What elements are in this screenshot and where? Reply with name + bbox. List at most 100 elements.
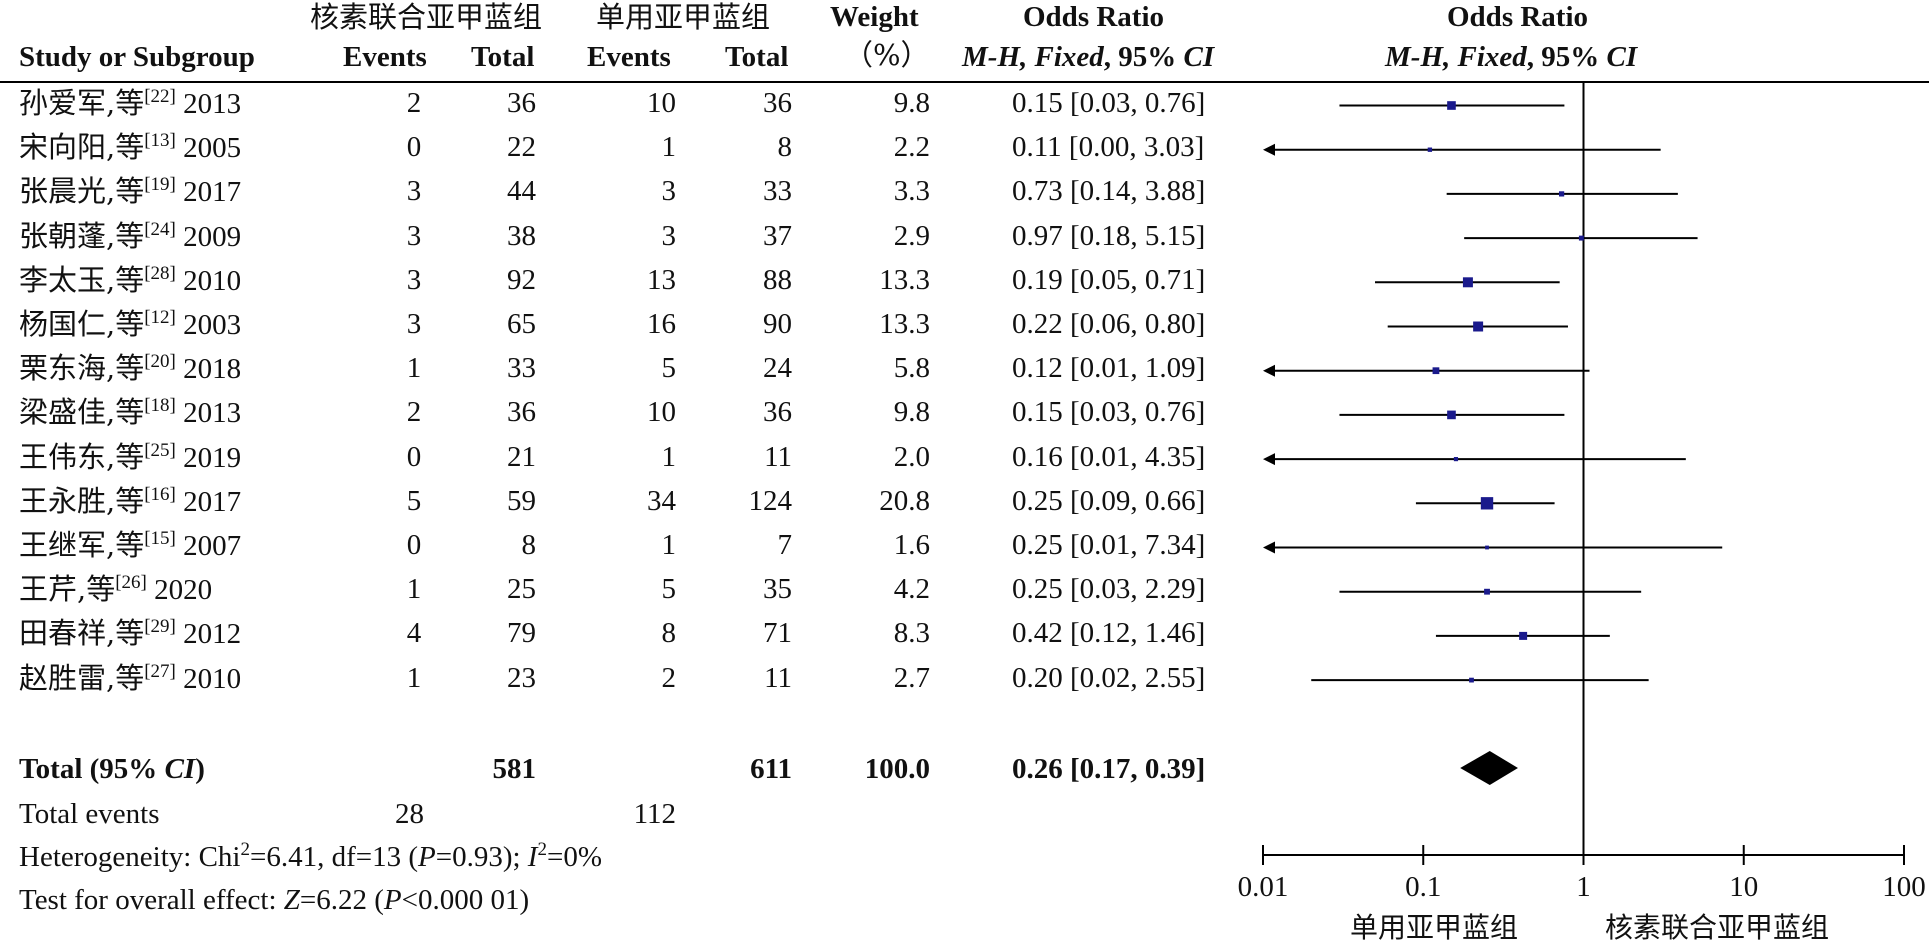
weight-value: 9.8 — [893, 87, 930, 119]
axis-tick-label: 0.1 — [1405, 871, 1442, 903]
study-marker — [1558, 191, 1565, 197]
study-ref: [24] — [144, 219, 176, 240]
total-events-1: 28 — [395, 798, 424, 830]
study-ref: [20] — [144, 351, 176, 372]
study-label: 王永胜,等[16] 2017 — [19, 484, 242, 518]
study-year: 2009 — [183, 221, 242, 253]
study-name: 王伟东,等 — [19, 440, 145, 474]
total-group2: 124 — [748, 485, 793, 517]
total-events-label: Total events — [19, 798, 160, 830]
weight-header: Weight — [830, 1, 919, 33]
events-group1: 2 — [406, 87, 422, 119]
study-marker — [1453, 457, 1459, 462]
events-group1: 3 — [406, 308, 422, 340]
total-group2: 11 — [764, 662, 792, 694]
study-year: 2010 — [183, 265, 242, 297]
study-marker — [1484, 588, 1490, 595]
total-group1: 36 — [507, 396, 536, 428]
or-ci-value: 0.97 [0.18, 5.15] — [1012, 220, 1206, 252]
weight-value: 1.6 — [893, 529, 930, 561]
total-group1: 21 — [507, 441, 536, 473]
study-year: 2013 — [183, 88, 242, 120]
study-year: 2003 — [183, 309, 242, 341]
weight-value: 20.8 — [879, 485, 930, 517]
study-marker — [1473, 321, 1484, 332]
total-group2: 71 — [763, 617, 792, 649]
weight-value: 13.3 — [879, 308, 930, 340]
heterogeneity-text: Heterogeneity: Chi2=6.41, df=13 (P=0.93)… — [19, 839, 602, 873]
events-group2: 2 — [661, 662, 677, 694]
study-ref: [25] — [144, 440, 176, 461]
events-group1: 3 — [406, 220, 422, 252]
study-label: 栗东海,等[20] 2018 — [19, 351, 242, 385]
study-name: 栗东海,等 — [19, 351, 145, 385]
total-group2: 8 — [777, 131, 793, 163]
study-ref: [18] — [144, 395, 176, 416]
total-group1: 59 — [507, 485, 536, 517]
study-year: 2013 — [183, 397, 242, 429]
total-group1: 36 — [507, 87, 536, 119]
study-year: 2018 — [183, 353, 242, 385]
axis-tick-label: 10 — [1729, 871, 1759, 903]
weight-value: 8.3 — [893, 617, 930, 649]
total-group2: 36 — [763, 396, 792, 428]
study-ref: [22] — [144, 86, 176, 107]
study-year: 2017 — [183, 486, 242, 518]
study-label: 杨国仁,等[12] 2003 — [19, 307, 242, 341]
overall-effect-text: Test for overall effect: Z=6.22 (P<0.000… — [19, 884, 530, 916]
total-group1: 38 — [507, 220, 536, 252]
weight-value: 3.3 — [893, 175, 930, 207]
total-group2: 35 — [763, 573, 792, 605]
study-ref: [12] — [144, 307, 176, 328]
study-name: 王永胜,等 — [19, 484, 145, 518]
study-marker — [1432, 367, 1440, 375]
study-name: 赵胜雷,等 — [19, 661, 145, 695]
study-marker — [1480, 497, 1494, 510]
favors-left-label: 单用亚甲蓝组 — [1350, 911, 1519, 944]
study-year: 2012 — [183, 618, 242, 650]
study-ref: [29] — [144, 616, 176, 637]
study-name: 杨国仁,等 — [19, 307, 145, 341]
weight-value: 2.0 — [893, 441, 930, 473]
events-group1: 0 — [406, 529, 422, 561]
ci-arrow — [1263, 541, 1275, 554]
total-group1: 44 — [507, 175, 536, 207]
events-group1: 3 — [406, 175, 422, 207]
group1-header: 核素联合亚甲蓝组 — [310, 0, 543, 34]
weight-value: 2.9 — [893, 220, 930, 252]
events-group1: 0 — [406, 131, 422, 163]
study-year: 2010 — [183, 663, 242, 695]
ci-arrow — [1263, 453, 1275, 466]
study-marker — [1578, 235, 1584, 241]
events-group2: 3 — [661, 175, 677, 207]
total1-header: Total — [471, 41, 535, 73]
study-year: 2007 — [183, 530, 242, 562]
study-year: 2019 — [183, 442, 242, 474]
or-ci-value: 0.25 [0.03, 2.29] — [1012, 573, 1206, 605]
total-group1: 33 — [507, 352, 536, 384]
study-label: 田春祥,等[29] 2012 — [19, 616, 242, 650]
total-group2: 90 — [763, 308, 792, 340]
events-group2: 3 — [661, 220, 677, 252]
study-name: 宋向阳,等 — [19, 130, 145, 164]
events-group2: 10 — [647, 396, 676, 428]
total-group2: 88 — [763, 264, 792, 296]
study-marker — [1519, 631, 1528, 640]
study-name: 田春祥,等 — [19, 616, 145, 650]
events-group2: 5 — [661, 573, 677, 605]
total-group1: 23 — [507, 662, 536, 694]
events-group2: 5 — [661, 352, 677, 384]
study-label: 张晨光,等[19] 2017 — [19, 175, 241, 207]
weight-value: 5.8 — [893, 352, 930, 384]
axis-tick-label: 0.01 — [1237, 871, 1289, 903]
or-ci-value: 0.73 [0.14, 3.88] — [1012, 175, 1206, 207]
weight-value: 9.8 — [893, 396, 930, 428]
total-weight: 100.0 — [864, 753, 930, 785]
events-group2: 13 — [647, 264, 676, 296]
total-label: Total (95% CI) — [19, 753, 205, 785]
total-group2: 37 — [763, 220, 792, 252]
or-ci-value: 0.22 [0.06, 0.80] — [1012, 308, 1206, 340]
study-marker — [1427, 147, 1433, 152]
weight-value: 4.2 — [893, 573, 930, 605]
study-label: 孙爱军,等[22] 2013 — [19, 86, 242, 120]
